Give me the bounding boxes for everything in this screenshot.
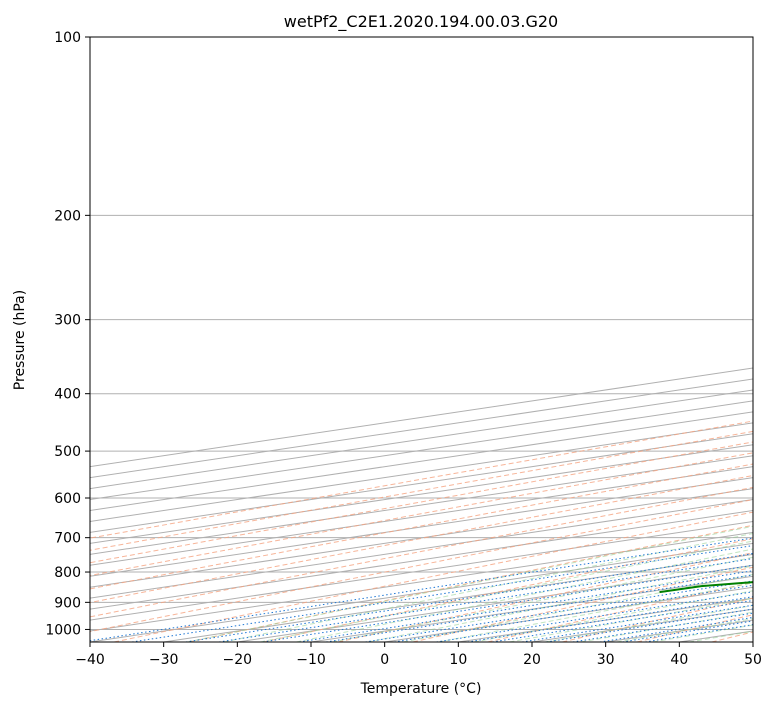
mixing-ratio-line (185, 553, 753, 642)
mixing-ratio-line (131, 545, 753, 642)
x-tick-label: 20 (523, 652, 541, 668)
mixing-ratio-line (546, 608, 753, 642)
y-tick-label: 100 (54, 30, 81, 46)
x-tick-label: −30 (149, 652, 179, 668)
y-tick-label: 400 (54, 387, 81, 403)
x-axis-label: Temperature (°C) (360, 681, 482, 697)
isotherm-line (90, 509, 753, 610)
isotherm-line (90, 466, 753, 566)
dry-adiabat-line (263, 538, 753, 642)
mixing-ratio-line (599, 616, 753, 642)
plot-frame (89, 36, 754, 643)
x-tick-label: 40 (670, 652, 688, 668)
y-tick-label: 700 (54, 531, 81, 547)
moist-adiabat-line (187, 525, 753, 642)
mixing-ratio-line (572, 612, 753, 642)
y-tick-label: 800 (54, 565, 81, 581)
y-tick-label: 900 (54, 595, 81, 611)
y-tick-label: 200 (54, 208, 81, 224)
y-tick-label: 1000 (45, 622, 81, 638)
moist-adiabat-line (367, 565, 753, 642)
x-tick-label: −40 (75, 652, 105, 668)
isotherm-line (90, 499, 753, 599)
x-tick-label: 10 (449, 652, 467, 668)
isotherm-line (90, 455, 753, 555)
y-tick-label: 600 (54, 491, 81, 507)
isotherm-line (90, 520, 753, 621)
isotherm-line (90, 477, 753, 577)
isotherm-line (90, 531, 753, 632)
mixing-ratio-line (522, 604, 753, 642)
x-tick-label: −20 (223, 652, 253, 668)
y-tick-label: 500 (54, 444, 81, 460)
x-tick-label: 30 (597, 652, 615, 668)
grid-layer (90, 37, 753, 642)
mixing-ratio-line (90, 537, 753, 642)
mixing-ratio-line (492, 600, 753, 642)
moist-adiabat-line (260, 540, 753, 642)
chart-title: wetPf2_C2E1.2020.194.00.03.G20 (284, 12, 558, 32)
moist-adiabat-line (296, 548, 753, 642)
plot-area (90, 37, 753, 642)
x-tick-label: 50 (744, 652, 762, 668)
x-tick-label: −10 (296, 652, 326, 668)
moist-adiabat-line (473, 590, 753, 642)
y-tick-label: 300 (54, 313, 81, 329)
moist-adiabat-line (223, 532, 753, 642)
axes-layer: −40 −30 −20 −10 0 10 20 30 40 50 100 200 300 400 500 60… (45, 30, 762, 668)
mixing-ratio-line (218, 558, 753, 642)
isotherm-line (90, 488, 753, 588)
isotherm-line (90, 444, 753, 544)
y-axis-label: Pressure (hPa) (12, 290, 28, 390)
x-tick-label: 0 (380, 652, 389, 668)
